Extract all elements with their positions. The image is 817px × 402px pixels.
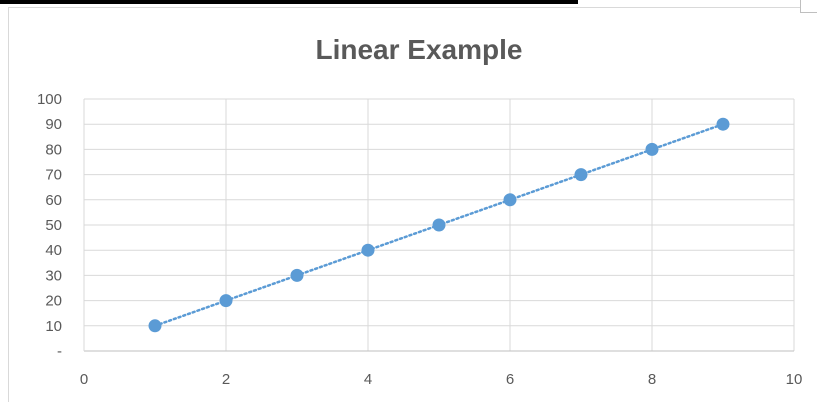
data-point <box>219 294 233 308</box>
x-tick-label: 10 <box>786 371 803 388</box>
y-tick-label: 60 <box>45 192 62 209</box>
data-point <box>645 142 659 156</box>
y-tick-label: 40 <box>45 242 62 259</box>
x-tick-label: 6 <box>506 371 514 388</box>
y-tick-label: 20 <box>45 293 62 310</box>
data-points <box>148 117 730 333</box>
y-tick-label: 90 <box>45 116 62 133</box>
y-tick-label: - <box>57 343 62 360</box>
data-point <box>503 193 517 207</box>
x-tick-label: 4 <box>364 371 372 388</box>
data-point <box>716 117 730 131</box>
y-tick-label: 70 <box>45 167 62 184</box>
data-point <box>361 243 375 257</box>
y-axis-ticks: - 10 20 30 40 50 60 70 80 90 100 <box>37 91 62 360</box>
y-tick-label: 10 <box>45 318 62 335</box>
x-tick-label: 8 <box>648 371 656 388</box>
x-tick-label: 0 <box>80 371 88 388</box>
gridlines <box>84 98 795 351</box>
chart-title: Linear Example <box>316 34 523 65</box>
y-tick-label: 30 <box>45 267 62 284</box>
x-tick-label: 2 <box>222 371 230 388</box>
data-point <box>148 319 162 333</box>
y-tick-label: 100 <box>37 91 62 108</box>
top-border-strip <box>0 0 578 4</box>
data-point <box>290 268 304 282</box>
axes <box>83 99 794 352</box>
chart-corner-handle <box>800 0 817 13</box>
x-axis-ticks: 0 2 4 6 8 10 <box>80 371 803 388</box>
data-point <box>574 168 588 182</box>
chart-area[interactable] <box>8 7 817 402</box>
y-tick-label: 80 <box>45 141 62 158</box>
data-point <box>432 218 446 232</box>
y-tick-label: 50 <box>45 217 62 234</box>
